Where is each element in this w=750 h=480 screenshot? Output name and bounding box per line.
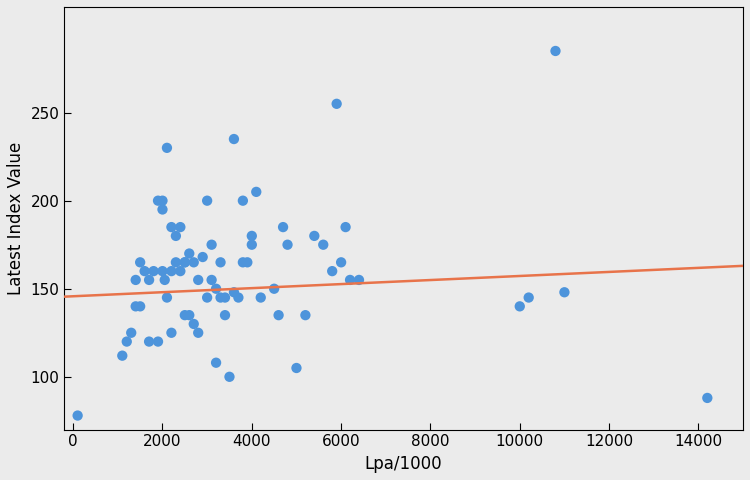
- Point: [237, 197, 249, 204]
- Point: [166, 223, 178, 231]
- Point: [192, 276, 204, 284]
- Point: [174, 223, 186, 231]
- Point: [170, 259, 182, 266]
- Point: [299, 312, 311, 319]
- Point: [290, 364, 302, 372]
- Point: [188, 320, 200, 328]
- Point: [152, 338, 164, 346]
- Point: [523, 294, 535, 301]
- Point: [134, 302, 146, 310]
- Point: [183, 250, 195, 257]
- Point: [219, 312, 231, 319]
- Point: [308, 232, 320, 240]
- Point: [550, 47, 562, 55]
- Point: [143, 338, 155, 346]
- Point: [272, 312, 284, 319]
- X-axis label: Lpa/1000: Lpa/1000: [364, 455, 442, 473]
- Point: [219, 294, 231, 301]
- Point: [116, 352, 128, 360]
- Point: [268, 285, 280, 293]
- Point: [125, 329, 137, 336]
- Point: [335, 259, 347, 266]
- Point: [206, 276, 218, 284]
- Point: [214, 294, 226, 301]
- Point: [188, 259, 200, 266]
- Point: [281, 241, 293, 249]
- Point: [178, 312, 190, 319]
- Point: [148, 267, 160, 275]
- Point: [701, 394, 713, 402]
- Point: [143, 276, 155, 284]
- Point: [251, 188, 262, 196]
- Point: [246, 232, 258, 240]
- Point: [228, 135, 240, 143]
- Y-axis label: Latest Index Value: Latest Index Value: [7, 142, 25, 295]
- Point: [331, 100, 343, 108]
- Point: [210, 359, 222, 367]
- Point: [178, 259, 190, 266]
- Point: [353, 276, 365, 284]
- Point: [206, 241, 218, 249]
- Point: [344, 276, 356, 284]
- Point: [224, 373, 236, 381]
- Point: [514, 302, 526, 310]
- Point: [152, 197, 164, 204]
- Point: [183, 312, 195, 319]
- Point: [192, 329, 204, 336]
- Point: [228, 288, 240, 296]
- Point: [134, 259, 146, 266]
- Point: [277, 223, 289, 231]
- Point: [161, 144, 173, 152]
- Point: [196, 253, 208, 261]
- Point: [210, 285, 222, 293]
- Point: [201, 197, 213, 204]
- Point: [139, 267, 151, 275]
- Point: [130, 302, 142, 310]
- Point: [326, 267, 338, 275]
- Point: [242, 259, 254, 266]
- Point: [166, 329, 178, 336]
- Point: [130, 276, 142, 284]
- Point: [157, 267, 169, 275]
- Point: [72, 412, 84, 420]
- Point: [157, 197, 169, 204]
- Point: [559, 288, 571, 296]
- Point: [121, 338, 133, 346]
- Point: [340, 223, 352, 231]
- Point: [166, 267, 178, 275]
- Point: [174, 267, 186, 275]
- Point: [161, 294, 173, 301]
- Point: [157, 205, 169, 213]
- Point: [201, 294, 213, 301]
- Point: [232, 294, 244, 301]
- Point: [237, 259, 249, 266]
- Point: [178, 259, 190, 266]
- Point: [317, 241, 329, 249]
- Point: [170, 232, 182, 240]
- Point: [214, 259, 226, 266]
- Point: [255, 294, 267, 301]
- Point: [246, 241, 258, 249]
- Point: [159, 276, 171, 284]
